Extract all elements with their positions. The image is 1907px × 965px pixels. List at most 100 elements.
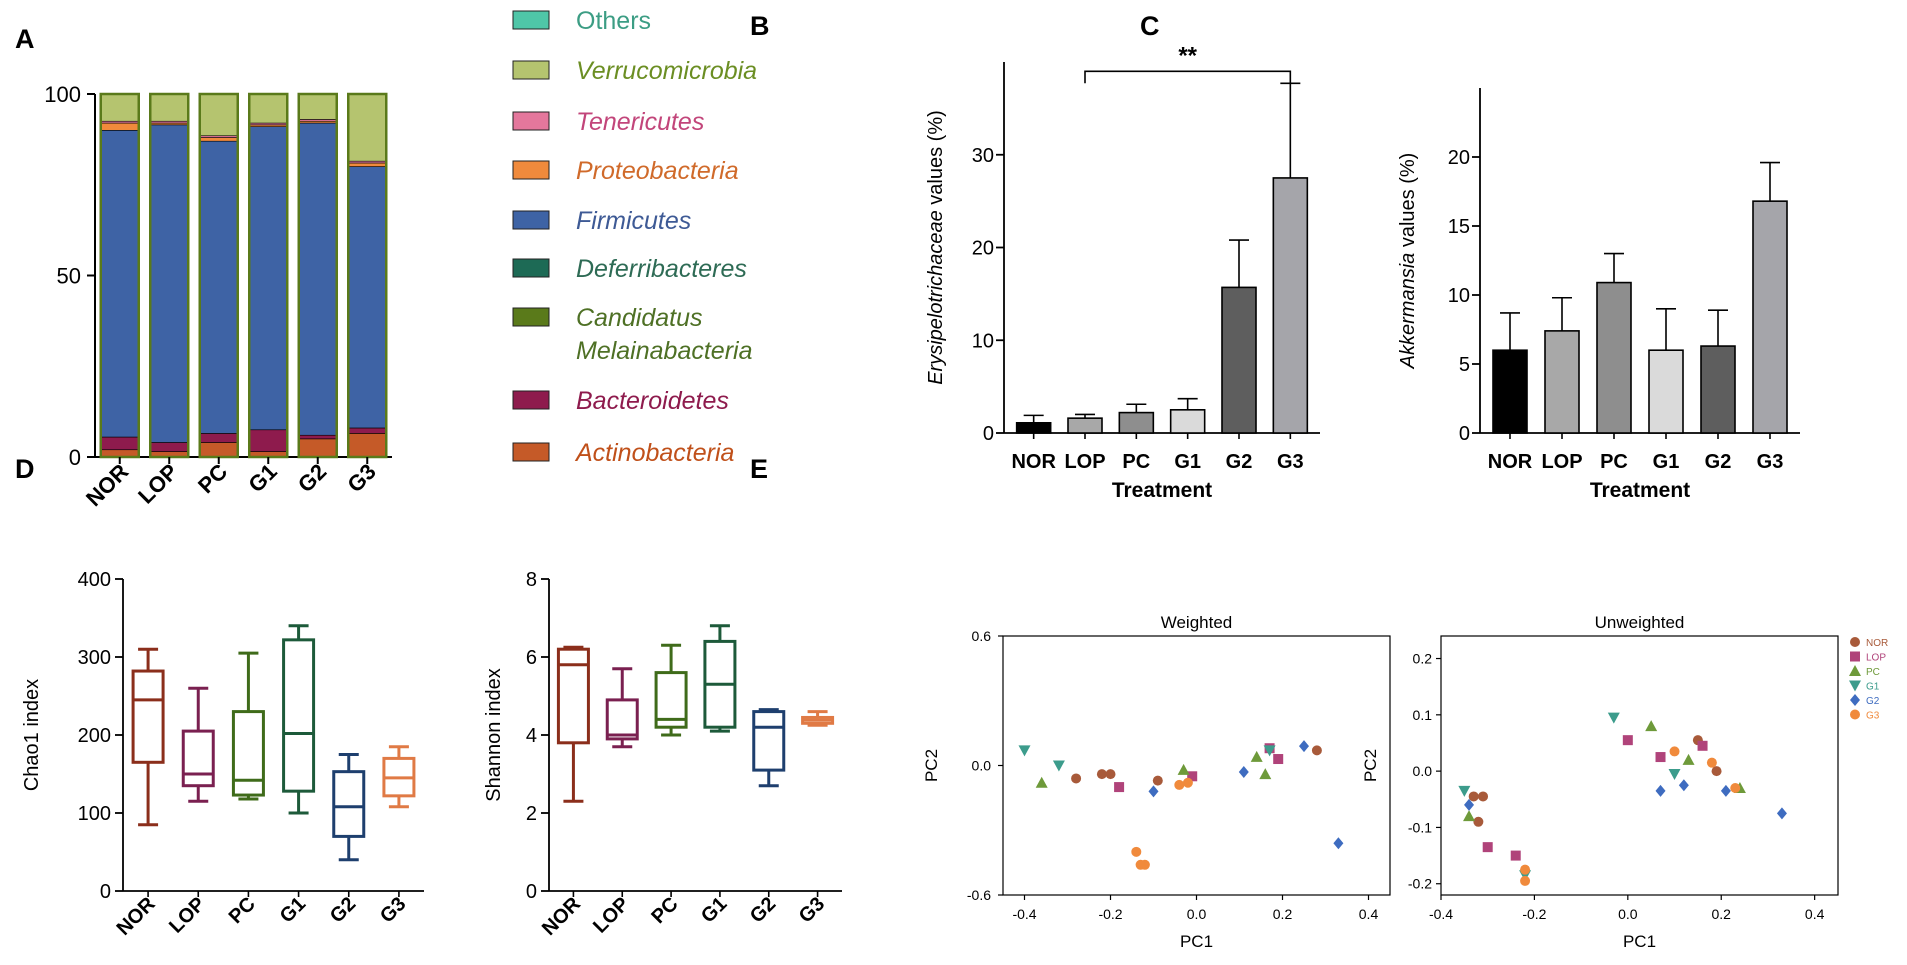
scatter-point xyxy=(1182,777,1193,788)
bar xyxy=(1648,349,1684,434)
y-tick-label: 400 xyxy=(78,569,111,591)
scatter-point xyxy=(1520,875,1531,886)
bar xyxy=(1544,330,1580,434)
x-tick-label: G1 xyxy=(1174,451,1201,473)
x-tick-label: G1 xyxy=(276,893,310,927)
scatter-point xyxy=(1250,750,1263,762)
stack-segment xyxy=(149,93,189,122)
bar xyxy=(1118,411,1155,434)
stack-segment xyxy=(149,442,189,452)
y-tick-label: 0.6 xyxy=(972,628,992,644)
box xyxy=(605,698,639,741)
scatter-point xyxy=(1655,784,1666,797)
y-tick-label: 10 xyxy=(1448,285,1470,307)
legend-swatch xyxy=(512,160,550,180)
panel-d1-chart: 0 100 200 300 400 NOR LOP PC G1 G2 G3 Chao1 index xyxy=(21,569,424,940)
legend-swatch xyxy=(512,442,550,462)
scatter-point xyxy=(1464,798,1475,811)
scatter-point xyxy=(1114,782,1125,793)
stack-segment xyxy=(347,166,387,429)
scatter-point xyxy=(1035,776,1048,788)
panel-a-legend: Others Verrucomicrobia Tenericutes Proteoba… xyxy=(512,7,757,467)
scatter-point xyxy=(1096,769,1107,780)
y-tick-label: 100 xyxy=(44,82,81,107)
y-tick-label: 0 xyxy=(526,881,537,903)
panel-c-chart: 0 5 10 15 20 NOR LOP PC G1 G2 G3 Treatment Akkermans… xyxy=(1397,88,1800,502)
legend-swatch xyxy=(512,390,550,410)
panel-b-chart: 0 10 20 30 NOR LOP PC G1 G2 G3 Treatment Erysipelot… xyxy=(925,42,1320,502)
y-tick-label: 15 xyxy=(1448,216,1470,238)
y-tick-label: 0 xyxy=(100,881,111,903)
y-tick-label: 8 xyxy=(526,569,537,591)
x-tick-label: G3 xyxy=(376,893,410,927)
scatter-point xyxy=(1463,810,1476,822)
legend-label: Melainabacteria xyxy=(576,337,753,365)
stack-segment xyxy=(199,93,239,137)
x-tick-label: -0.4 xyxy=(1429,906,1453,922)
y-axis-title: Akkermansia values (%) xyxy=(1397,153,1419,370)
scatter-point xyxy=(1105,769,1116,780)
scatter-point xyxy=(1849,680,1861,692)
bar xyxy=(1015,421,1052,434)
y-tick-label: -0.1 xyxy=(1408,819,1432,835)
x-axis-title: Treatment xyxy=(1112,479,1212,502)
scatter-point xyxy=(1622,735,1633,746)
y-tick-label: 0.0 xyxy=(972,758,992,774)
scatter-point xyxy=(1263,745,1276,757)
x-tick-label: LOP xyxy=(133,459,183,509)
legend-label: Others xyxy=(576,7,651,35)
y-tick-label: -0.2 xyxy=(1408,876,1432,892)
box xyxy=(131,669,165,764)
stack-segment xyxy=(298,93,338,120)
box xyxy=(332,770,366,838)
stack-segment xyxy=(248,126,288,431)
scatter-point xyxy=(1850,709,1860,720)
significance-bracket xyxy=(1084,70,1292,84)
legend-label: LOP xyxy=(1866,653,1886,664)
x-tick-label: 0.2 xyxy=(1273,906,1293,922)
legend-swatch xyxy=(512,60,550,80)
legend-swatch xyxy=(512,258,550,278)
significance-label: ** xyxy=(1178,42,1197,69)
scatter-point xyxy=(1850,694,1860,706)
y-tick-label: 20 xyxy=(972,238,994,260)
stack-segment xyxy=(199,442,239,458)
x-tick-label: PC xyxy=(225,893,260,928)
scatter-point xyxy=(1510,850,1521,861)
x-tick-label: NOR xyxy=(1488,451,1533,473)
scatter-point xyxy=(1139,859,1150,870)
x-tick-label: G3 xyxy=(342,459,380,497)
y-tick-label: 20 xyxy=(1448,147,1470,169)
legend-label: Proteobacteria xyxy=(576,157,739,185)
scatter-point xyxy=(1018,745,1031,757)
scatter-point xyxy=(1520,864,1531,875)
x-tick-label: 0.4 xyxy=(1359,906,1379,922)
y-axis-title: PC2 xyxy=(1361,749,1380,782)
legend-swatch xyxy=(512,307,550,327)
stack-segment xyxy=(199,433,239,443)
x-axis-title: PC1 xyxy=(1180,932,1213,951)
stack-segment xyxy=(298,122,338,436)
scatter-point xyxy=(1682,753,1695,765)
legend-swatch xyxy=(512,10,550,30)
stack-segment xyxy=(199,140,239,434)
stack-segment xyxy=(199,137,239,142)
y-tick-label: 5 xyxy=(1459,354,1470,376)
scatter-point xyxy=(1706,757,1717,768)
scatter-point xyxy=(1678,779,1689,792)
bar xyxy=(1752,200,1788,434)
x-tick-label: NOR xyxy=(538,893,585,940)
box xyxy=(231,710,265,797)
x-tick-label: NOR xyxy=(81,459,133,511)
panel-e1-chart: Weighted -0.4 -0.2 0.0 0.2 0.4 -0.6 0.0 0.6 PC1 PC… xyxy=(922,613,1391,951)
scatter-point xyxy=(1273,754,1284,765)
scatter-point xyxy=(1473,816,1484,827)
scatter-point xyxy=(1482,842,1493,853)
x-tick-label: 0.4 xyxy=(1805,906,1825,922)
x-tick-label: G1 xyxy=(697,893,731,927)
scatter-point xyxy=(1071,773,1082,784)
scatter-point xyxy=(1131,846,1142,857)
legend-label: G1 xyxy=(1866,682,1880,693)
scatter-point xyxy=(1776,807,1787,820)
y-tick-label: 0.1 xyxy=(1413,707,1433,723)
